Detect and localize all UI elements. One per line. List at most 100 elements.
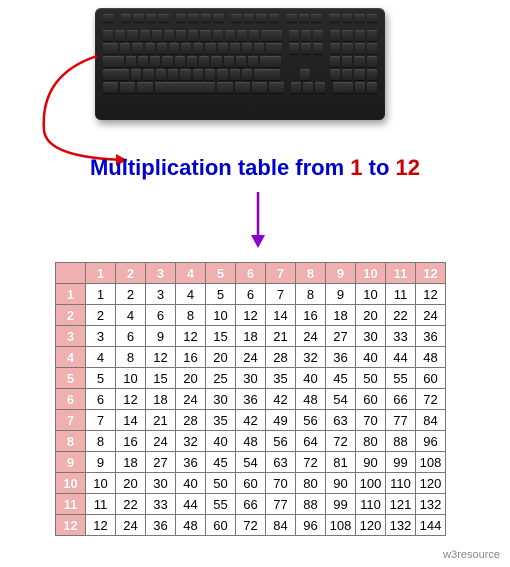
table-cell: 30 bbox=[356, 326, 386, 347]
table-cell: 7 bbox=[266, 284, 296, 305]
table-cell: 22 bbox=[116, 494, 146, 515]
table-cell: 72 bbox=[326, 431, 356, 452]
table-cell: 16 bbox=[116, 431, 146, 452]
table-cell: 30 bbox=[146, 473, 176, 494]
table-cell: 55 bbox=[386, 368, 416, 389]
table-cell: 110 bbox=[356, 494, 386, 515]
table-cell: 40 bbox=[206, 431, 236, 452]
table-cell: 84 bbox=[416, 410, 446, 431]
table-cell: 10 bbox=[116, 368, 146, 389]
table-cell: 8 bbox=[116, 347, 146, 368]
table-cell: 20 bbox=[206, 347, 236, 368]
table-cell: 33 bbox=[146, 494, 176, 515]
row-header: 5 bbox=[56, 368, 86, 389]
footer-credit: w3resource bbox=[443, 549, 500, 561]
table-cell: 36 bbox=[146, 515, 176, 536]
table-cell: 24 bbox=[296, 326, 326, 347]
table-cell: 30 bbox=[206, 389, 236, 410]
table-cell: 21 bbox=[146, 410, 176, 431]
table-cell: 108 bbox=[326, 515, 356, 536]
table-cell: 120 bbox=[416, 473, 446, 494]
table-cell: 27 bbox=[146, 452, 176, 473]
table-cell: 72 bbox=[236, 515, 266, 536]
table-cell: 36 bbox=[236, 389, 266, 410]
row-header: 9 bbox=[56, 452, 86, 473]
table-cell: 1 bbox=[86, 284, 116, 305]
row-header: 2 bbox=[56, 305, 86, 326]
table-cell: 9 bbox=[146, 326, 176, 347]
col-header: 1 bbox=[86, 263, 116, 284]
table-cell: 121 bbox=[386, 494, 416, 515]
table-cell: 10 bbox=[356, 284, 386, 305]
table-cell: 15 bbox=[206, 326, 236, 347]
table-cell: 25 bbox=[206, 368, 236, 389]
table-cell: 18 bbox=[146, 389, 176, 410]
table-cell: 66 bbox=[236, 494, 266, 515]
table-cell: 36 bbox=[326, 347, 356, 368]
col-header: 12 bbox=[416, 263, 446, 284]
table-cell: 66 bbox=[386, 389, 416, 410]
table-cell: 12 bbox=[86, 515, 116, 536]
table-cell: 80 bbox=[356, 431, 386, 452]
row-header: 11 bbox=[56, 494, 86, 515]
table-cell: 20 bbox=[176, 368, 206, 389]
table-cell: 33 bbox=[386, 326, 416, 347]
table-cell: 3 bbox=[86, 326, 116, 347]
table-cell: 30 bbox=[236, 368, 266, 389]
diagram-container: Multiplication table from 1 to 12 123456… bbox=[0, 0, 510, 567]
table-cell: 3 bbox=[146, 284, 176, 305]
table-cell: 60 bbox=[356, 389, 386, 410]
table-cell: 18 bbox=[326, 305, 356, 326]
table-corner bbox=[56, 263, 86, 284]
table-cell: 24 bbox=[416, 305, 446, 326]
table-cell: 24 bbox=[176, 389, 206, 410]
table-cell: 16 bbox=[176, 347, 206, 368]
table-cell: 54 bbox=[326, 389, 356, 410]
table-cell: 9 bbox=[326, 284, 356, 305]
table-cell: 12 bbox=[116, 389, 146, 410]
table-cell: 54 bbox=[236, 452, 266, 473]
row-header: 8 bbox=[56, 431, 86, 452]
table-cell: 63 bbox=[266, 452, 296, 473]
table-cell: 36 bbox=[176, 452, 206, 473]
table-cell: 2 bbox=[86, 305, 116, 326]
table-cell: 12 bbox=[146, 347, 176, 368]
table-cell: 77 bbox=[266, 494, 296, 515]
table-cell: 70 bbox=[356, 410, 386, 431]
table-cell: 108 bbox=[416, 452, 446, 473]
title-num1: 1 bbox=[350, 155, 362, 180]
table-cell: 99 bbox=[386, 452, 416, 473]
multiplication-table: 1234567891011121123456789101112224681012… bbox=[55, 262, 446, 536]
col-header: 3 bbox=[146, 263, 176, 284]
row-header: 7 bbox=[56, 410, 86, 431]
table-cell: 48 bbox=[176, 515, 206, 536]
table-cell: 8 bbox=[176, 305, 206, 326]
table-cell: 56 bbox=[266, 431, 296, 452]
table-cell: 9 bbox=[86, 452, 116, 473]
table-cell: 10 bbox=[86, 473, 116, 494]
diagram-title: Multiplication table from 1 to 12 bbox=[0, 155, 510, 181]
table-cell: 16 bbox=[296, 305, 326, 326]
table-cell: 32 bbox=[296, 347, 326, 368]
title-mid: to bbox=[363, 155, 396, 180]
table-cell: 14 bbox=[266, 305, 296, 326]
table-cell: 8 bbox=[86, 431, 116, 452]
table-cell: 42 bbox=[236, 410, 266, 431]
table-cell: 6 bbox=[86, 389, 116, 410]
table-cell: 5 bbox=[86, 368, 116, 389]
table-cell: 20 bbox=[116, 473, 146, 494]
table-cell: 6 bbox=[146, 305, 176, 326]
table-cell: 14 bbox=[116, 410, 146, 431]
table-cell: 88 bbox=[386, 431, 416, 452]
table-cell: 60 bbox=[206, 515, 236, 536]
title-num2: 12 bbox=[396, 155, 420, 180]
table-cell: 96 bbox=[416, 431, 446, 452]
table-cell: 8 bbox=[296, 284, 326, 305]
col-header: 4 bbox=[176, 263, 206, 284]
title-prefix: Multiplication table from bbox=[90, 155, 350, 180]
table-cell: 27 bbox=[326, 326, 356, 347]
table-cell: 50 bbox=[206, 473, 236, 494]
table-cell: 15 bbox=[146, 368, 176, 389]
table-cell: 72 bbox=[416, 389, 446, 410]
table-cell: 4 bbox=[116, 305, 146, 326]
